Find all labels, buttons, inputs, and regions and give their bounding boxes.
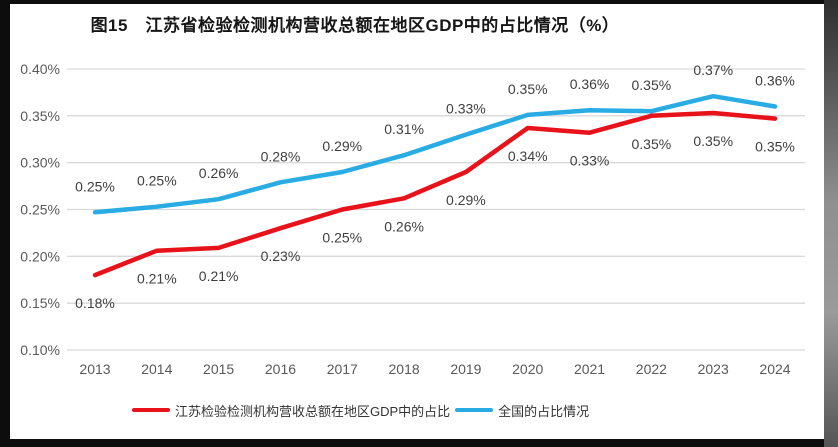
data-label-series-1: 0.33% bbox=[446, 101, 486, 117]
data-label-series-1: 0.25% bbox=[137, 173, 177, 189]
data-label-series-0: 0.29% bbox=[446, 192, 486, 208]
data-label-series-1: 0.35% bbox=[508, 81, 548, 97]
data-label-series-0: 0.35% bbox=[693, 133, 733, 149]
legend-label-national: 全国的占比情况 bbox=[498, 403, 590, 419]
series-line-0 bbox=[92, 110, 778, 278]
x-axis-tick-label: 2023 bbox=[698, 361, 729, 377]
data-label-series-1: 0.25% bbox=[75, 178, 115, 194]
data-label-series-0: 0.35% bbox=[755, 139, 795, 155]
data-label-series-0: 0.35% bbox=[632, 136, 672, 152]
data-label-series-0: 0.26% bbox=[384, 218, 424, 234]
data-label-series-0: 0.23% bbox=[261, 248, 301, 264]
y-axis-tick-label: 0.25% bbox=[20, 202, 60, 218]
series-line-1 bbox=[92, 93, 778, 215]
y-axis-tick-label: 0.35% bbox=[20, 108, 60, 124]
y-axis-tick-label: 0.10% bbox=[20, 342, 60, 358]
page-edge-right bbox=[824, 0, 838, 447]
chart-legend: 江苏检验检测机构营收总额在地区GDP中的占比 全国的占比情况 bbox=[132, 401, 589, 419]
data-label-series-1: 0.26% bbox=[199, 165, 239, 181]
x-axis-tick-label: 2015 bbox=[203, 361, 234, 377]
x-axis-tick-label: 2024 bbox=[759, 361, 790, 377]
data-label-series-1: 0.36% bbox=[570, 76, 610, 92]
page-edge-top bbox=[0, 0, 838, 4]
data-label-series-0: 0.21% bbox=[199, 268, 239, 284]
x-axis-tick-label: 2014 bbox=[141, 361, 172, 377]
legend-label-jiangsu: 江苏检验检测机构营收总额在地区GDP中的占比 bbox=[175, 403, 451, 419]
page-edge-bottom bbox=[0, 439, 838, 447]
x-axis-tick-label: 2018 bbox=[389, 361, 420, 377]
data-label-series-0: 0.25% bbox=[322, 230, 362, 246]
data-label-series-1: 0.35% bbox=[632, 77, 672, 93]
data-label-series-1: 0.36% bbox=[755, 72, 795, 88]
x-axis-tick-label: 2013 bbox=[79, 361, 110, 377]
y-axis-tick-label: 0.15% bbox=[20, 295, 60, 311]
data-label-series-1: 0.31% bbox=[384, 121, 424, 137]
page-edge-left bbox=[0, 0, 10, 447]
data-label-series-0: 0.21% bbox=[137, 271, 177, 287]
chart-title: 图15 江苏省检验检测机构营收总额在地区GDP中的占比情况（%） bbox=[90, 16, 620, 35]
x-axis-tick-label: 2021 bbox=[574, 361, 605, 377]
x-axis-tick-label: 2019 bbox=[450, 361, 481, 377]
y-axis-tick-label: 0.30% bbox=[20, 155, 60, 171]
data-label-series-0: 0.18% bbox=[75, 295, 115, 311]
data-label-series-1: 0.29% bbox=[322, 138, 362, 154]
data-label-series-1: 0.28% bbox=[261, 148, 301, 164]
y-axis-tick-label: 0.20% bbox=[20, 248, 60, 264]
y-axis-tick-label: 0.40% bbox=[20, 61, 60, 77]
data-label-series-0: 0.34% bbox=[508, 148, 548, 164]
x-axis-tick-label: 2017 bbox=[327, 361, 358, 377]
legend-swatch-jiangsu bbox=[132, 408, 170, 412]
x-axis-tick-label: 2016 bbox=[265, 361, 296, 377]
legend-swatch-national bbox=[455, 408, 494, 412]
data-label-series-0: 0.33% bbox=[570, 153, 610, 169]
x-axis-tick-label: 2022 bbox=[636, 361, 667, 377]
x-axis-tick-label: 2020 bbox=[512, 361, 543, 377]
data-label-series-1: 0.37% bbox=[693, 62, 733, 78]
